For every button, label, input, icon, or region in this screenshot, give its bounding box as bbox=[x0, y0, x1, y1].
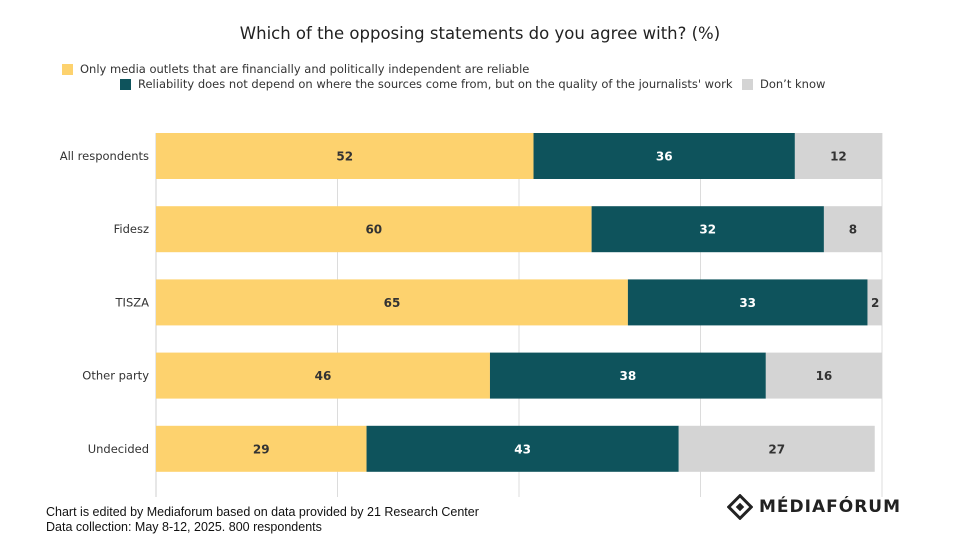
data-label: 36 bbox=[656, 150, 673, 164]
category-label: TISZA bbox=[115, 295, 150, 309]
legend-label: Reliability does not depend on where the… bbox=[138, 77, 733, 91]
legend-swatch-teal bbox=[120, 78, 131, 90]
bar-segment bbox=[591, 206, 824, 253]
legend-item-dont-know: Don’t know bbox=[742, 77, 825, 91]
mediaforum-diamond-logo-icon bbox=[727, 494, 753, 520]
data-label: 65 bbox=[384, 296, 401, 310]
data-label: 32 bbox=[699, 223, 716, 237]
data-label: 27 bbox=[768, 442, 785, 456]
legend-item-quality: Reliability does not depend on where the… bbox=[120, 77, 733, 91]
data-label: 33 bbox=[739, 296, 756, 310]
footer-collection: Data collection: May 8-12, 2025. 800 res… bbox=[46, 520, 322, 534]
logo-text: MÉDIAFÓRUM bbox=[759, 497, 901, 517]
category-label: All respondents bbox=[60, 149, 149, 163]
data-label: 43 bbox=[514, 442, 531, 456]
legend-item-independent: Only media outlets that are financially … bbox=[62, 62, 529, 76]
bar-segment bbox=[867, 279, 882, 326]
chart-title: Which of the opposing statements do you … bbox=[239, 24, 721, 43]
category-label: Other party bbox=[82, 369, 149, 383]
legend-swatch-yellow bbox=[62, 63, 73, 75]
data-label: 16 bbox=[816, 369, 833, 383]
data-label: 2 bbox=[871, 296, 879, 310]
bar-segment bbox=[156, 352, 490, 399]
legend-label: Only media outlets that are financially … bbox=[80, 62, 530, 76]
bar-segment bbox=[678, 425, 875, 472]
bar-segment bbox=[156, 133, 534, 179]
mediaforum-logo: MÉDIAFÓRUM bbox=[727, 494, 901, 520]
data-label: 46 bbox=[315, 369, 332, 383]
bar-segment bbox=[794, 133, 882, 179]
data-label: 8 bbox=[849, 223, 857, 237]
data-label: 29 bbox=[253, 442, 270, 456]
bar-segment bbox=[533, 133, 795, 179]
data-label: 52 bbox=[336, 150, 353, 164]
legend-swatch-grey bbox=[742, 78, 753, 90]
bar-segment bbox=[627, 279, 868, 326]
data-label: 38 bbox=[620, 369, 637, 383]
bar-segment bbox=[765, 352, 882, 399]
legend-label: Don’t know bbox=[760, 77, 826, 91]
bar-segment bbox=[489, 352, 766, 399]
category-label: Undecided bbox=[88, 442, 149, 456]
bar-segment bbox=[823, 206, 882, 253]
bar-segment bbox=[156, 279, 628, 326]
category-label: Fidesz bbox=[114, 222, 149, 236]
bar-segment bbox=[366, 425, 679, 472]
bar-segment bbox=[156, 425, 367, 472]
data-label: 12 bbox=[830, 150, 847, 164]
footer-source: Chart is edited by Mediaforum based on d… bbox=[46, 505, 479, 519]
data-label: 60 bbox=[365, 223, 382, 237]
bar-segment bbox=[156, 206, 592, 253]
